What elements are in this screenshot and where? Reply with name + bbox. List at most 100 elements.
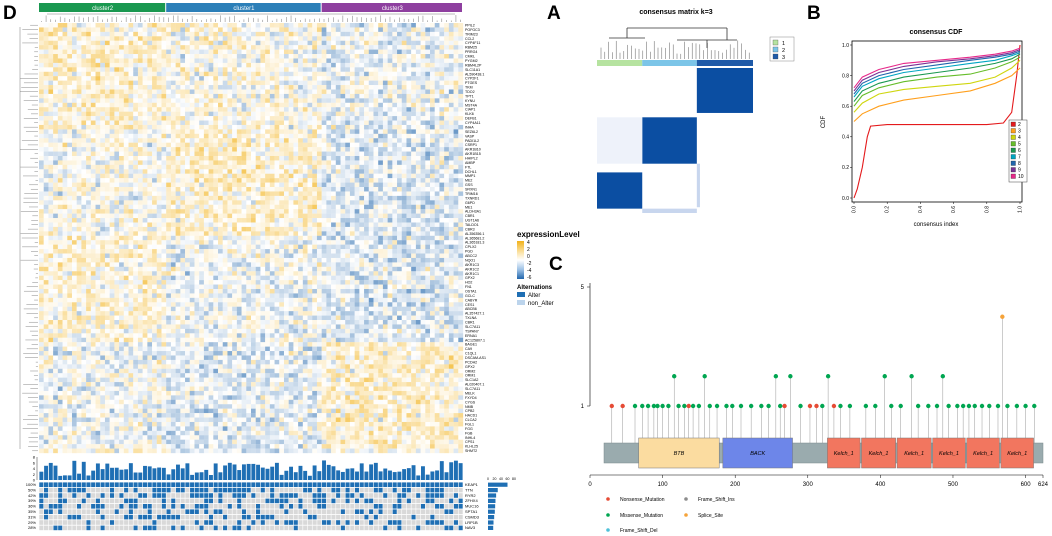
heatmap-cell [227, 231, 233, 236]
heatmap-cell [128, 147, 134, 152]
heatmap-cell [86, 40, 91, 46]
heatmap-cell [218, 116, 223, 121]
heatmap-cell [331, 58, 336, 64]
heatmap-cell [86, 71, 91, 77]
heatmap-cell [114, 178, 120, 183]
heatmap-cell [175, 71, 181, 77]
heatmap-cell [269, 160, 275, 166]
heatmap-cell [48, 31, 54, 37]
heatmap-cell [458, 129, 464, 134]
heatmap-cell [312, 58, 318, 64]
heatmap-cell [397, 85, 402, 90]
heatmap-cell [137, 89, 143, 95]
heatmap-cell [425, 147, 431, 152]
heatmap-cell [373, 58, 379, 64]
heatmap-cell [349, 222, 355, 228]
heatmap-cell [312, 147, 318, 152]
heatmap-cell [382, 213, 388, 219]
heatmap-cell [241, 213, 247, 219]
heatmap-cell [199, 213, 205, 219]
heatmap-cell [335, 76, 341, 81]
heatmap-cell [251, 191, 256, 197]
heatmap-cell [48, 116, 54, 121]
heatmap-cell [439, 31, 445, 37]
heatmap-cell [415, 49, 421, 55]
heatmap-cell [189, 54, 195, 59]
heatmap-cell [387, 107, 393, 112]
heatmap-cell [364, 54, 369, 59]
heatmap-cell [152, 98, 157, 103]
heatmap-cell [392, 191, 398, 197]
heatmap-cell [152, 31, 157, 37]
heatmap-cell [316, 67, 322, 72]
heatmap-cell [255, 116, 261, 121]
heatmap-cell [378, 36, 384, 41]
heatmap-cell [142, 49, 148, 55]
heatmap-cell [255, 253, 261, 259]
heatmap-cell [133, 49, 139, 55]
heatmap-cell [340, 160, 346, 166]
heatmap-cell [349, 45, 355, 50]
heatmap-cell [359, 67, 365, 72]
heatmap-cell [119, 116, 124, 121]
heatmap-cell [411, 120, 417, 126]
heatmap-cell [137, 240, 143, 245]
heatmap-cell [53, 240, 58, 245]
heatmap-cell [448, 116, 454, 121]
heatmap-cell [199, 120, 205, 126]
heatmap-cell [246, 187, 252, 192]
heatmap-cell [222, 80, 228, 86]
heatmap-cell [241, 31, 247, 37]
heatmap-cell [48, 169, 54, 174]
heatmap-cell [53, 58, 58, 64]
heatmap-cell [90, 138, 96, 143]
heatmap-cell [392, 235, 398, 241]
heatmap-cell [100, 133, 106, 139]
heatmap-cell [123, 226, 129, 232]
heatmap-cell [43, 45, 49, 50]
heatmap-cell [354, 76, 360, 81]
heatmap-cell [152, 36, 157, 41]
heatmap-cell [161, 249, 167, 254]
heatmap-cell [67, 76, 73, 81]
heatmap-cell [269, 253, 275, 259]
heatmap-cell [48, 27, 54, 33]
heatmap-cell [43, 226, 49, 232]
heatmap-cell [364, 120, 369, 126]
heatmap-cell [152, 124, 157, 130]
heatmap-cell [100, 151, 106, 157]
heatmap-cell [378, 124, 384, 130]
heatmap-cell [194, 209, 200, 214]
heatmap-cell [246, 27, 252, 33]
heatmap-cell [170, 62, 176, 68]
heatmap-cell [199, 142, 205, 148]
heatmap-cell [133, 200, 139, 205]
heatmap-cell [255, 40, 261, 46]
heatmap-cell [109, 67, 115, 72]
heatmap-cell [142, 93, 148, 99]
heatmap-cell [227, 195, 233, 201]
heatmap-cell [401, 182, 407, 188]
heatmap-cell [180, 222, 186, 228]
heatmap-cell [368, 138, 374, 143]
heatmap-cell [307, 235, 313, 241]
heatmap-cell [415, 54, 421, 59]
heatmap-cell [302, 209, 308, 214]
heatmap-cell [439, 187, 445, 192]
heatmap-cell [95, 98, 101, 103]
heatmap-cell [288, 102, 294, 108]
heatmap-cell [53, 129, 58, 134]
heatmap-cell [265, 191, 270, 197]
heatmap-cell [406, 204, 412, 210]
heatmap-cell [293, 218, 299, 223]
heatmap-cell [166, 36, 172, 41]
heatmap-cell [133, 235, 139, 241]
heatmap-cell [312, 195, 318, 201]
heatmap-cell [175, 253, 181, 259]
heatmap-cell [57, 80, 63, 86]
heatmap-cell [255, 36, 261, 41]
heatmap-cell [156, 200, 162, 205]
heatmap-cell [39, 120, 44, 126]
heatmap-cell [293, 89, 299, 95]
heatmap-cell [104, 138, 110, 143]
